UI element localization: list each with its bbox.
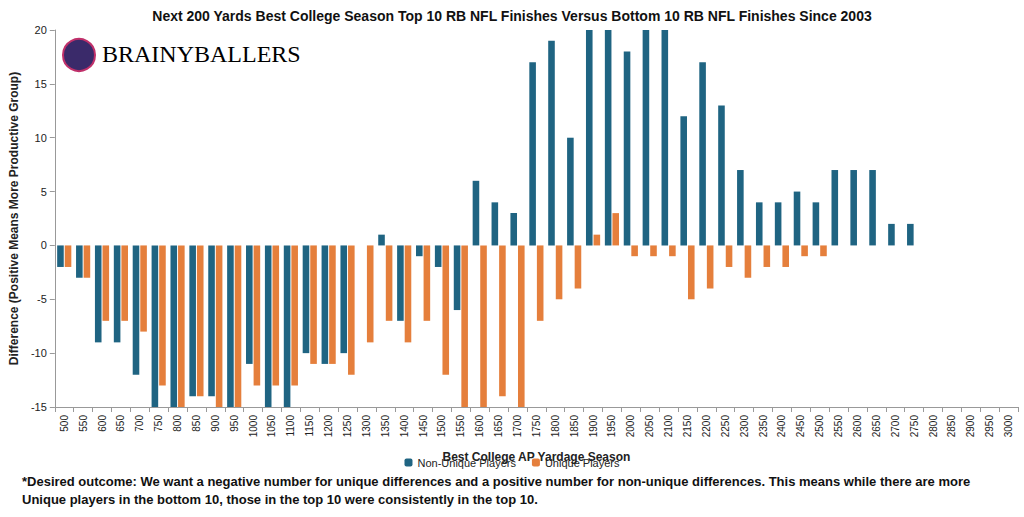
svg-text:800: 800 xyxy=(172,415,183,432)
svg-text:1300: 1300 xyxy=(361,415,372,438)
svg-text:Unique Players: Unique Players xyxy=(545,457,620,469)
svg-text:Unique players in the bottom 1: Unique players in the bottom 10, those i… xyxy=(22,492,538,507)
svg-text:850: 850 xyxy=(191,415,202,432)
svg-text:2900: 2900 xyxy=(965,415,976,438)
svg-text:950: 950 xyxy=(229,415,240,432)
svg-text:1750: 1750 xyxy=(531,415,542,438)
svg-text:2750: 2750 xyxy=(909,415,920,438)
svg-text:550: 550 xyxy=(78,415,89,432)
svg-text:1150: 1150 xyxy=(304,415,315,437)
svg-text:2300: 2300 xyxy=(739,415,750,438)
svg-text:1800: 1800 xyxy=(550,415,561,438)
svg-text:2700: 2700 xyxy=(890,415,901,438)
svg-text:2100: 2100 xyxy=(663,415,674,438)
svg-text:2200: 2200 xyxy=(701,415,712,438)
svg-text:BALLERS: BALLERS xyxy=(194,41,301,67)
svg-text:2950: 2950 xyxy=(984,415,995,438)
svg-text:1200: 1200 xyxy=(323,415,334,438)
svg-text:-15: -15 xyxy=(31,401,47,413)
svg-text:1250: 1250 xyxy=(342,415,353,438)
svg-text:2400: 2400 xyxy=(776,415,787,438)
svg-text:10: 10 xyxy=(35,132,47,144)
svg-text:2650: 2650 xyxy=(871,415,882,438)
svg-text:1450: 1450 xyxy=(418,415,429,438)
svg-text:2500: 2500 xyxy=(814,415,825,438)
svg-text:1850: 1850 xyxy=(569,415,580,438)
svg-text:1700: 1700 xyxy=(512,415,523,438)
svg-text:1400: 1400 xyxy=(399,415,410,438)
svg-text:1900: 1900 xyxy=(588,415,599,438)
svg-text:BRAINY: BRAINY xyxy=(102,41,194,67)
svg-text:-10: -10 xyxy=(31,347,47,359)
svg-text:650: 650 xyxy=(115,415,126,432)
svg-text:500: 500 xyxy=(59,415,70,432)
svg-text:1650: 1650 xyxy=(493,415,504,438)
svg-text:15: 15 xyxy=(35,78,47,90)
svg-text:750: 750 xyxy=(153,415,164,432)
svg-text:2150: 2150 xyxy=(682,415,693,438)
svg-text:900: 900 xyxy=(210,415,221,432)
svg-text:20: 20 xyxy=(35,24,47,36)
svg-text:1500: 1500 xyxy=(436,415,447,438)
svg-text:*Desired outcome: We want a ne: *Desired outcome: We want a negative num… xyxy=(22,474,974,489)
svg-text:1350: 1350 xyxy=(380,415,391,438)
svg-text:2350: 2350 xyxy=(758,415,769,438)
svg-text:0: 0 xyxy=(41,239,47,251)
svg-text:2850: 2850 xyxy=(946,415,957,438)
svg-text:2450: 2450 xyxy=(795,415,806,438)
svg-text:2000: 2000 xyxy=(625,415,636,438)
svg-text:2550: 2550 xyxy=(833,415,844,438)
svg-text:-5: -5 xyxy=(37,293,47,305)
svg-text:2800: 2800 xyxy=(928,415,939,438)
svg-text:3000: 3000 xyxy=(1003,415,1014,438)
svg-text:1050: 1050 xyxy=(266,415,277,438)
svg-text:1550: 1550 xyxy=(455,415,466,438)
svg-text:Non-Unique Players: Non-Unique Players xyxy=(417,457,516,469)
svg-text:5: 5 xyxy=(41,186,47,198)
svg-text:700: 700 xyxy=(134,415,145,432)
svg-text:2250: 2250 xyxy=(720,415,731,438)
svg-text:2050: 2050 xyxy=(644,415,655,438)
svg-text:Next 200 Yards Best College Se: Next 200 Yards Best College Season Top 1… xyxy=(152,8,872,24)
svg-text:1950: 1950 xyxy=(606,415,617,438)
svg-text:1100: 1100 xyxy=(285,415,296,437)
svg-text:600: 600 xyxy=(97,415,108,432)
svg-text:Difference (Positive Means Mor: Difference (Positive Means More Producti… xyxy=(7,72,21,365)
svg-text:1000: 1000 xyxy=(248,415,259,438)
svg-text:2600: 2600 xyxy=(852,415,863,438)
svg-text:1600: 1600 xyxy=(474,415,485,438)
